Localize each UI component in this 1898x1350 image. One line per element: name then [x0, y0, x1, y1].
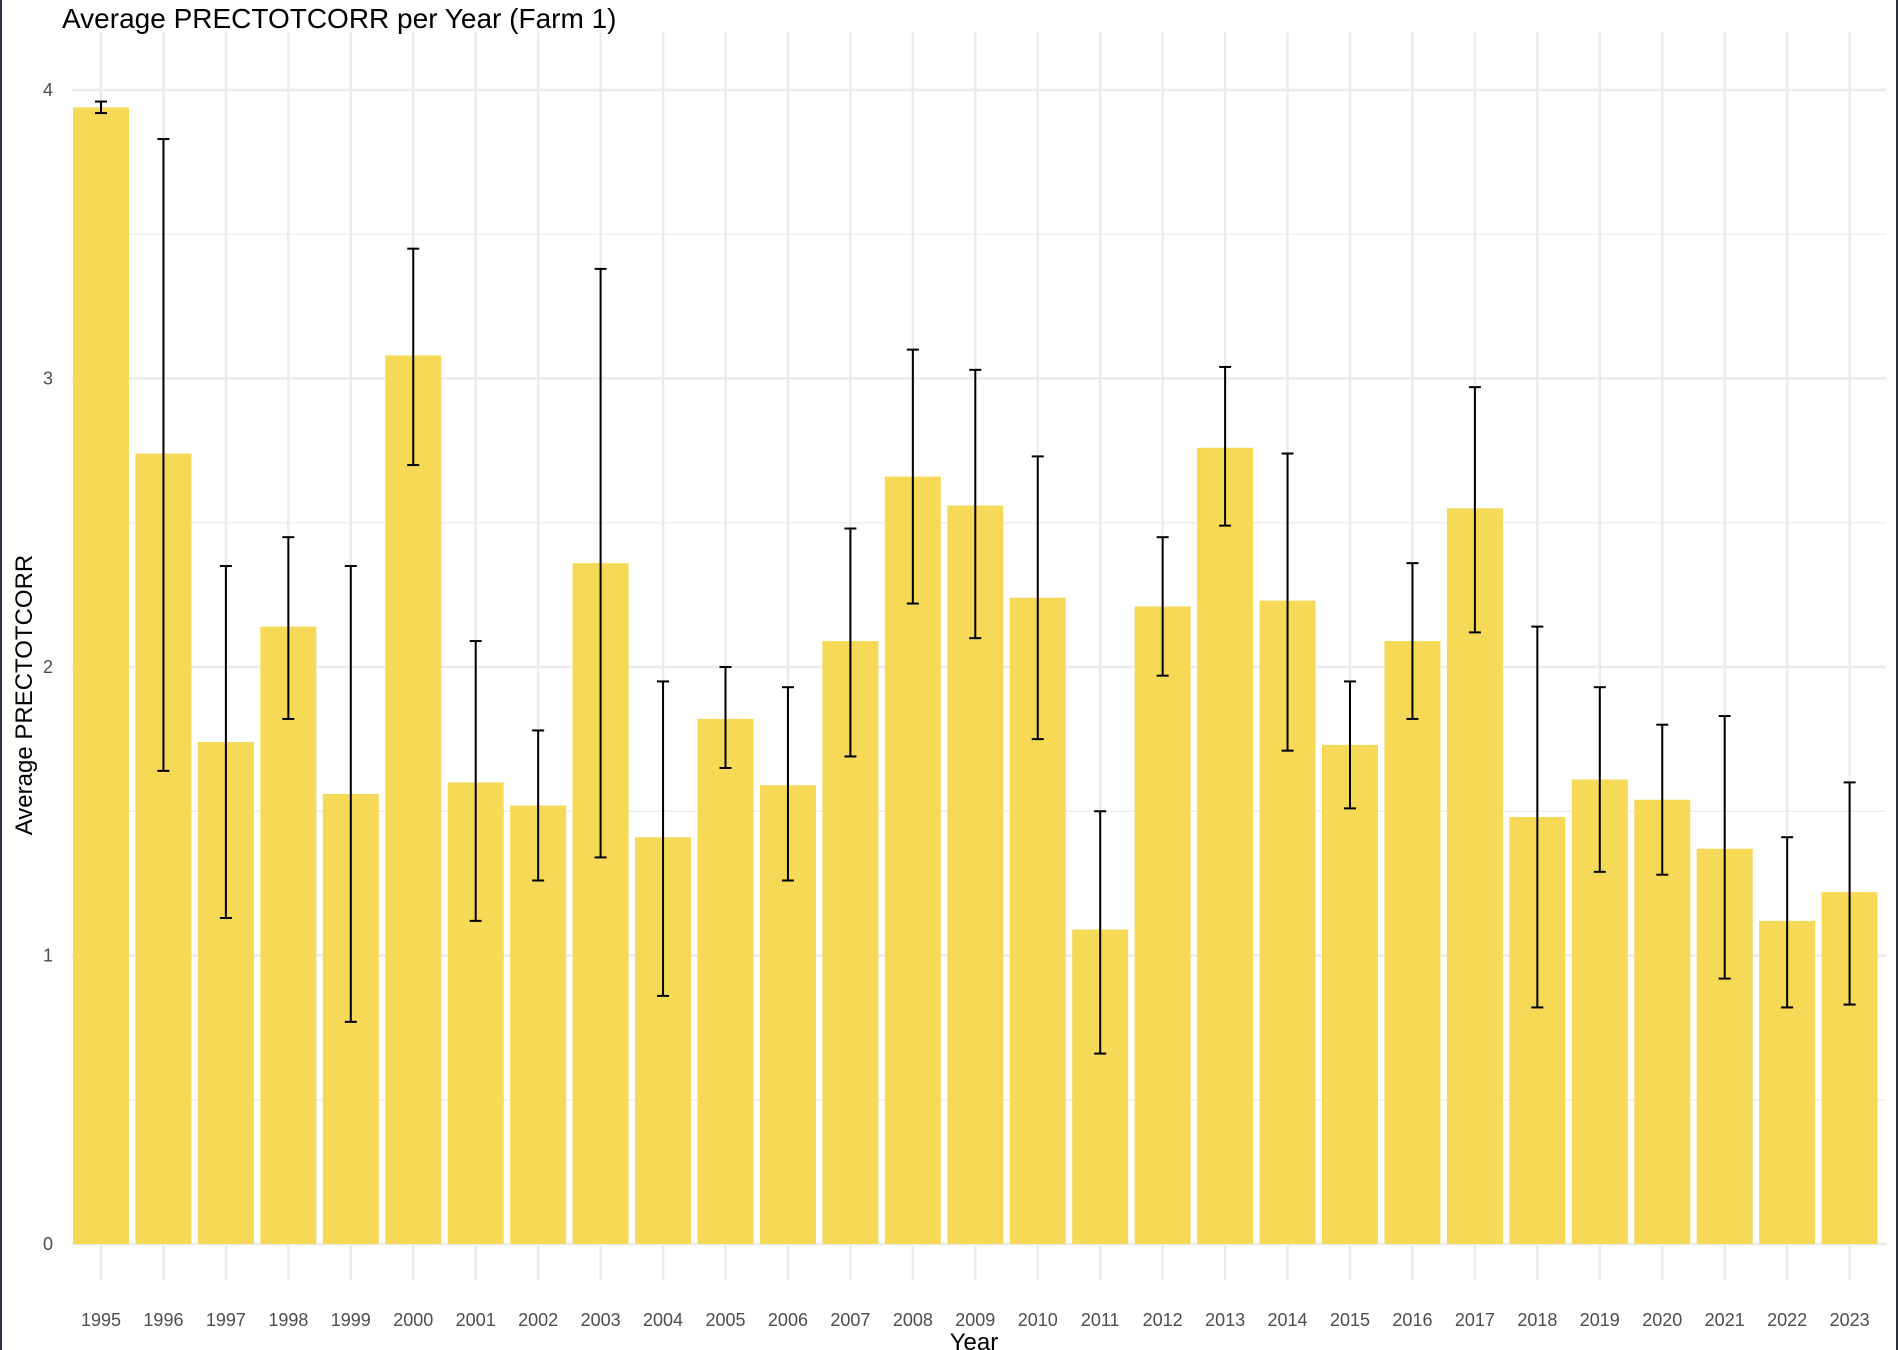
bar-2015 [1322, 745, 1378, 1244]
x-tick-label: 1999 [331, 1310, 371, 1330]
x-tick-label: 2023 [1830, 1310, 1870, 1330]
y-axis-title: Average PRECTOTCORR [11, 555, 38, 836]
y-tick-label: 2 [43, 657, 53, 677]
x-tick-label: 2017 [1455, 1310, 1495, 1330]
x-tick-label: 2005 [705, 1310, 745, 1330]
y-tick-label: 1 [43, 946, 53, 966]
x-tick-label: 2007 [830, 1310, 870, 1330]
x-tick-label: 1996 [143, 1310, 183, 1330]
chart-frame: 0 1 2 3 4 1995 1996 1997 1998 1999 2000 2001 2002 20… [2, 0, 1896, 1350]
x-tick-label: 2021 [1705, 1310, 1745, 1330]
y-axis-tick-labels: 0 1 2 3 4 [43, 80, 53, 1254]
x-tick-label: 2001 [456, 1310, 496, 1330]
bar-1995 [73, 107, 129, 1244]
x-tick-label: 2006 [768, 1310, 808, 1330]
bar-2016 [1384, 641, 1440, 1244]
x-tick-label: 2002 [518, 1310, 558, 1330]
x-tick-label: 2003 [581, 1310, 621, 1330]
x-tick-label: 1998 [268, 1310, 308, 1330]
chart-title: Average PRECTOTCORR per Year (Farm 1) [62, 3, 616, 34]
y-tick-label: 0 [43, 1234, 53, 1254]
x-axis-title: Year [950, 1329, 999, 1350]
y-tick-label: 4 [43, 80, 53, 100]
bar-2012 [1135, 606, 1191, 1244]
x-tick-label: 2016 [1392, 1310, 1432, 1330]
x-tick-label: 2013 [1205, 1310, 1245, 1330]
x-tick-label: 1997 [206, 1310, 246, 1330]
x-tick-label: 2008 [893, 1310, 933, 1330]
y-tick-label: 3 [43, 369, 53, 389]
x-tick-label: 2020 [1642, 1310, 1682, 1330]
x-tick-label: 2018 [1517, 1310, 1557, 1330]
bar-2000 [385, 355, 441, 1244]
x-tick-label: 2019 [1580, 1310, 1620, 1330]
x-tick-label: 2010 [1018, 1310, 1058, 1330]
bar-chart: 0 1 2 3 4 1995 1996 1997 1998 1999 2000 2001 2002 20… [2, 0, 1896, 1350]
x-tick-label: 2014 [1268, 1310, 1308, 1330]
x-tick-label: 2022 [1767, 1310, 1807, 1330]
x-tick-label: 2009 [955, 1310, 995, 1330]
x-tick-label: 2012 [1143, 1310, 1183, 1330]
x-tick-label: 2004 [643, 1310, 683, 1330]
x-tick-label: 1995 [81, 1310, 121, 1330]
x-axis-tick-labels: 1995 1996 1997 1998 1999 2000 2001 2002 2003 2004… [81, 1310, 1870, 1330]
bar-2005 [698, 719, 754, 1244]
bar-2013 [1197, 448, 1253, 1244]
x-tick-label: 2011 [1081, 1310, 1120, 1330]
x-tick-label: 2015 [1330, 1310, 1370, 1330]
x-tick-label: 2000 [393, 1310, 433, 1330]
